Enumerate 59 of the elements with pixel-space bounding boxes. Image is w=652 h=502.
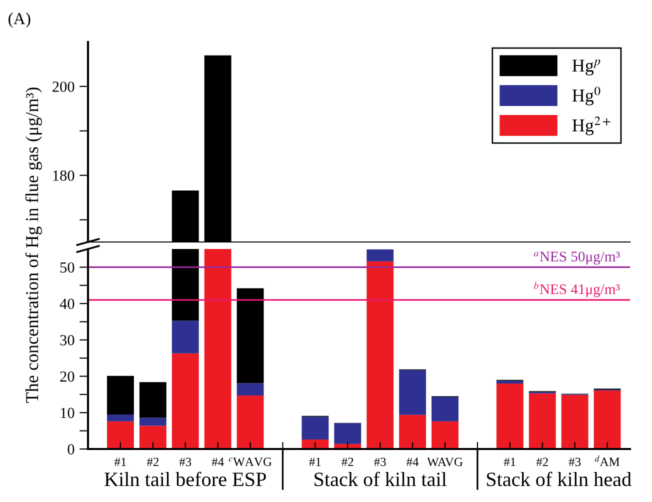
x-tick-label: #1 — [309, 458, 321, 466]
y-tick-label: 10 — [60, 408, 74, 418]
bar — [496, 384, 524, 449]
x-tick-label: #3 — [568, 458, 581, 466]
bar — [236, 288, 264, 384]
bar — [366, 261, 394, 449]
x-tick-label: $^{c}$WAVG — [228, 458, 272, 466]
bar — [139, 382, 166, 418]
text: Stack of kiln tail — [314, 472, 447, 486]
bar — [139, 418, 166, 426]
bar — [432, 421, 458, 449]
bar — [302, 416, 329, 440]
bar — [236, 396, 264, 449]
y-tick-label: 180 — [53, 170, 74, 181]
bar — [172, 320, 199, 354]
x-tick-label: #4 — [212, 458, 224, 466]
bar — [236, 383, 264, 396]
ref-line-label: $^{b}$NES 41μg/m³ — [534, 282, 620, 298]
bar — [172, 353, 199, 449]
y-tick-label: 40 — [60, 298, 74, 309]
bar — [561, 394, 588, 449]
bar — [432, 397, 458, 422]
legend-label: Hg$^{2+}$ — [572, 116, 610, 136]
bar — [172, 249, 199, 321]
bar — [399, 414, 426, 449]
x-tick-label: #1 — [504, 458, 516, 466]
bar — [334, 423, 362, 444]
x-tick-label: $^{d}$AM — [594, 456, 620, 466]
y-tick-label: 30 — [60, 335, 74, 346]
bar — [399, 370, 426, 415]
x-tick-label: #2 — [536, 458, 548, 466]
x-tick-label: WAVG — [427, 458, 463, 466]
bar — [366, 249, 394, 262]
bar — [106, 414, 134, 422]
x-tick-label: #2 — [146, 458, 158, 466]
bar — [496, 380, 524, 384]
y-axis-title: The concentration of Hg in flue gas (μg/m³) — [25, 88, 42, 403]
x-tick-label: #4 — [406, 458, 419, 466]
bar — [594, 390, 621, 449]
y-tick-label: 50 — [60, 262, 74, 273]
bar — [106, 376, 134, 414]
y-tick-label: 200 — [52, 82, 74, 92]
x-tick-label: #1 — [114, 458, 126, 466]
x-tick-label: #3 — [374, 458, 386, 466]
bar — [528, 393, 556, 449]
legend-label: Hg$^{0}$ — [572, 86, 600, 106]
y-tick-label: 0 — [68, 444, 74, 454]
y-tick-label: 20 — [60, 371, 74, 382]
text: Kiln tail before ESP — [104, 472, 266, 486]
bar — [139, 426, 166, 449]
x-tick-label: #2 — [342, 458, 354, 466]
text: Stack of kiln head — [486, 472, 632, 486]
chart-title: (A) — [8, 12, 30, 28]
ref-line-label: $^{a}$NES 50μg/m³ — [534, 252, 620, 264]
bar — [106, 421, 134, 449]
bar — [204, 249, 232, 449]
legend-label: Hg$^{p}$ — [572, 60, 600, 76]
x-tick-label: #3 — [179, 458, 192, 466]
bar — [302, 440, 329, 449]
